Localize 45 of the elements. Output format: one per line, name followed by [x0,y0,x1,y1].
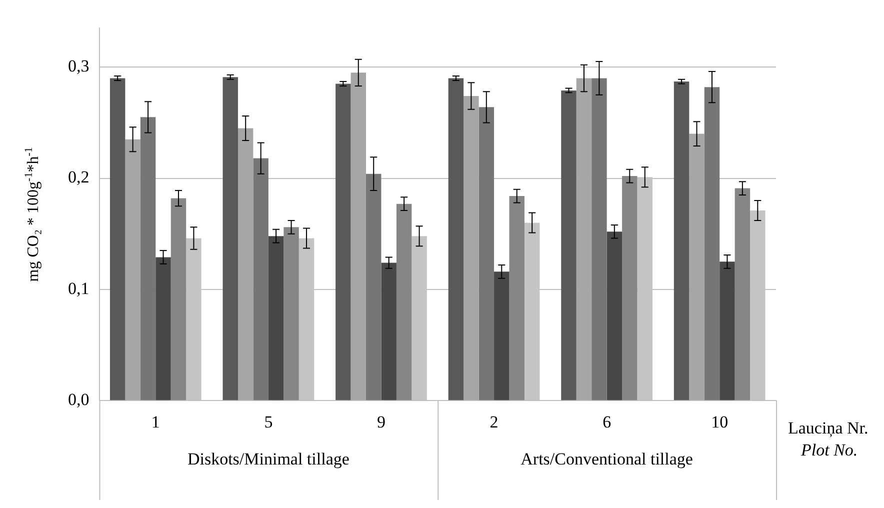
bar [622,176,638,400]
bar [494,272,510,400]
bar [253,158,268,400]
bar [268,236,284,400]
bar [381,262,396,400]
bar [448,78,464,400]
bar [576,78,592,400]
x-tick-label: 2 [490,412,498,432]
y-tick-label: 0,3 [68,56,90,76]
bar [704,87,720,400]
bar [222,77,238,400]
bar [606,232,622,400]
text: Arts/Conventional tillage [520,450,693,469]
bar [509,196,524,400]
bar [110,78,126,400]
bar [140,117,156,400]
bar [125,139,140,400]
y-axis-title: mg CO₂ * 100g-1*h-1 [23,147,42,282]
bar [238,128,254,400]
text: Plot No. [800,440,858,460]
bar [592,78,607,400]
bar [284,227,299,400]
bar [720,262,735,400]
y-tick-label: 0,0 [68,390,90,410]
y-tick-label: 0,2 [68,168,90,187]
x-axis-title: Lauciņa Nr. [788,418,868,438]
y-tick-label: 0,1 [68,278,90,298]
bar [689,134,704,400]
x-tick-label: 1 [151,412,160,432]
x-tick-label: 9 [376,412,386,432]
bar [464,96,479,400]
x-tick-label: 6 [602,412,612,432]
bar [366,174,382,400]
bar [478,107,494,400]
bar [734,188,750,400]
x-tick-label: 5 [264,412,273,432]
text: Diskots/Minimal tillage [187,450,350,469]
bar [170,198,186,400]
x-tick-label: 10 [711,412,728,432]
bar [396,204,412,400]
bar [561,90,576,400]
bar [156,257,171,400]
bar [350,72,366,400]
bar [336,84,351,400]
bar [674,82,690,400]
